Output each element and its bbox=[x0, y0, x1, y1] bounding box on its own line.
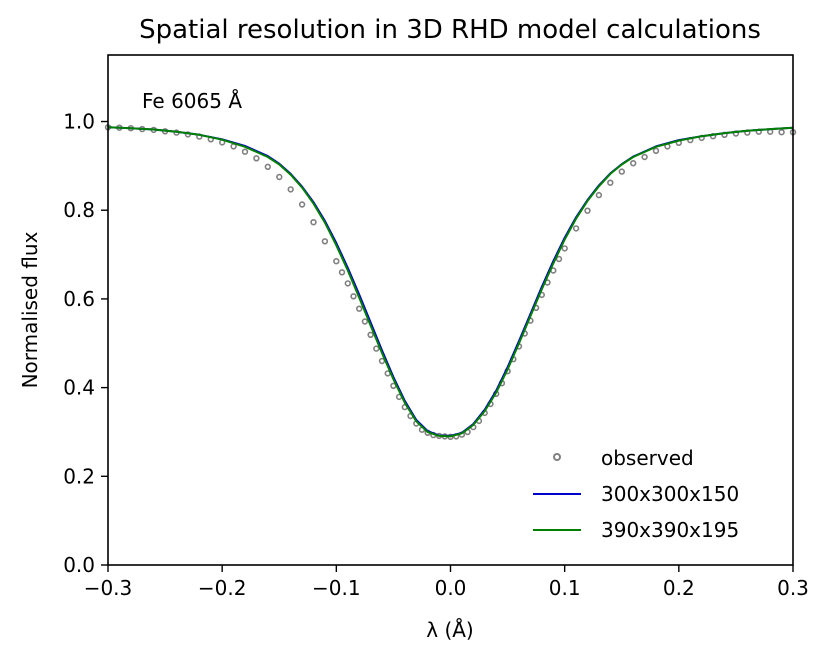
chart-title: Spatial resolution in 3D RHD model calcu… bbox=[139, 15, 761, 45]
x-tick-label: 0.3 bbox=[777, 576, 809, 600]
legend-marker-observed bbox=[553, 453, 561, 461]
legend-label-300: 300x300x150 bbox=[601, 482, 739, 506]
line-annotation: Fe 6065 Å bbox=[142, 89, 242, 113]
y-tick-label: 0.4 bbox=[63, 376, 95, 400]
observed-point bbox=[361, 318, 369, 325]
legend-label-390: 390x390x195 bbox=[601, 518, 739, 542]
observed-point bbox=[264, 163, 271, 171]
x-axis: −0.3 −0.2 −0.1 0.0 0.1 0.2 0.3 bbox=[84, 565, 809, 600]
observed-point bbox=[595, 191, 603, 199]
y-tick-label: 0.2 bbox=[63, 464, 95, 488]
observed-point bbox=[276, 173, 283, 181]
y-tick-label: 0.0 bbox=[63, 553, 95, 577]
series-line-300x300x150 bbox=[107, 126, 794, 437]
x-axis-label: λ (Å) bbox=[426, 618, 473, 642]
legend: observed 300x300x150 390x390x195 bbox=[533, 446, 739, 542]
observed-point bbox=[287, 186, 294, 193]
observed-point bbox=[555, 255, 563, 263]
x-tick-label: 0.1 bbox=[549, 576, 581, 600]
observed-point bbox=[572, 225, 580, 232]
observed-point bbox=[338, 269, 346, 276]
observed-point bbox=[641, 153, 648, 161]
observed-point bbox=[584, 207, 591, 214]
x-tick-label: −0.2 bbox=[198, 576, 247, 600]
observed-point bbox=[344, 280, 351, 287]
observed-point bbox=[618, 168, 625, 175]
observed-point bbox=[241, 148, 249, 155]
observed-point bbox=[298, 201, 306, 208]
y-tick-label: 0.8 bbox=[63, 198, 95, 222]
observed-point bbox=[367, 331, 374, 338]
observed-point bbox=[607, 179, 614, 186]
observed-point bbox=[356, 305, 363, 312]
observed-point bbox=[253, 155, 260, 162]
observed-point bbox=[321, 238, 329, 245]
x-tick-label: −0.3 bbox=[84, 576, 133, 600]
plot-area bbox=[104, 124, 797, 440]
y-tick-label: 0.6 bbox=[63, 287, 95, 311]
observed-point bbox=[373, 345, 380, 352]
series-line-390x390x195 bbox=[107, 126, 794, 438]
legend-label-observed: observed bbox=[601, 446, 694, 470]
y-axis: 0.0 0.2 0.4 0.6 0.8 1.0 bbox=[63, 110, 108, 577]
x-tick-label: 0.2 bbox=[663, 576, 695, 600]
observed-point bbox=[561, 245, 568, 252]
observed-point bbox=[350, 293, 357, 300]
observed-point bbox=[310, 219, 317, 226]
y-tick-label: 1.0 bbox=[63, 110, 95, 134]
x-tick-label: 0.0 bbox=[435, 576, 467, 600]
observed-point bbox=[333, 258, 340, 265]
observed-point bbox=[652, 147, 660, 155]
observed-point bbox=[778, 129, 785, 136]
y-axis-label: Normalised flux bbox=[18, 231, 42, 388]
observed-point bbox=[629, 160, 637, 167]
x-tick-label: −0.1 bbox=[312, 576, 361, 600]
